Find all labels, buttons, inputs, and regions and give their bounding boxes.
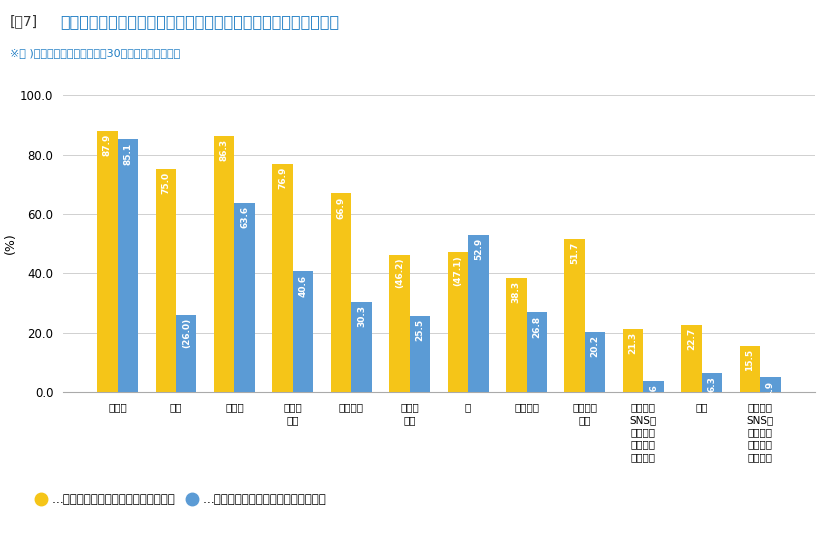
Text: (46.2): (46.2)	[395, 258, 404, 288]
Text: 22.7: 22.7	[687, 328, 696, 350]
Bar	[527, 312, 547, 392]
Text: 4.9: 4.9	[766, 380, 775, 396]
Bar	[176, 315, 197, 392]
Bar	[740, 346, 760, 392]
Text: [図7]: [図7]	[10, 14, 38, 28]
Bar	[410, 316, 430, 392]
Bar	[681, 325, 701, 392]
Text: 15.5: 15.5	[745, 349, 754, 371]
Text: 87.9: 87.9	[102, 134, 112, 156]
Bar	[564, 239, 585, 392]
Text: 52.9: 52.9	[474, 238, 483, 260]
Text: 6.3: 6.3	[707, 376, 717, 392]
Text: (26.0): (26.0)	[181, 318, 191, 348]
Bar	[155, 170, 176, 392]
Text: ※（ )内のスコアは、回答者が30人未満のため参考値: ※（ )内のスコアは、回答者が30人未満のため参考値	[10, 48, 181, 58]
Legend: …デジタルコミュニケーション高頻度, …デジタルコミュニケーション低頻度: …デジタルコミュニケーション高頻度, …デジタルコミュニケーション低頻度	[31, 488, 331, 511]
Text: 85.1: 85.1	[123, 142, 133, 165]
Bar	[506, 278, 527, 392]
Text: (47.1): (47.1)	[454, 255, 462, 286]
Bar	[468, 235, 489, 392]
Text: 40.6: 40.6	[298, 274, 307, 297]
Text: 3.6: 3.6	[649, 384, 658, 400]
Bar	[448, 252, 468, 392]
Bar	[272, 164, 293, 392]
Bar	[585, 332, 606, 392]
Bar	[701, 374, 722, 392]
Bar	[97, 131, 118, 392]
Bar	[331, 193, 351, 392]
Text: 51.7: 51.7	[570, 241, 580, 264]
Text: 75.0: 75.0	[161, 172, 171, 194]
Text: 20.2: 20.2	[591, 335, 600, 357]
Bar	[293, 272, 313, 392]
Text: デジタルコミュニケーション頻度別の相手を身近に感じる親近感: デジタルコミュニケーション頻度別の相手を身近に感じる親近感	[60, 14, 339, 29]
Bar	[214, 136, 234, 392]
Bar	[234, 203, 255, 392]
Bar	[389, 255, 410, 392]
Text: 26.8: 26.8	[533, 315, 541, 338]
Bar	[760, 377, 780, 392]
Y-axis label: (%): (%)	[4, 233, 17, 254]
Bar	[623, 329, 643, 392]
Text: 66.9: 66.9	[337, 197, 345, 218]
Text: 38.3: 38.3	[512, 281, 521, 304]
Bar	[643, 381, 664, 392]
Bar	[351, 302, 372, 392]
Text: 86.3: 86.3	[220, 139, 228, 161]
Text: 63.6: 63.6	[240, 206, 249, 228]
Text: 21.3: 21.3	[628, 332, 638, 354]
Text: 25.5: 25.5	[416, 319, 424, 342]
Text: 76.9: 76.9	[278, 167, 287, 189]
Bar	[118, 139, 138, 392]
Text: 30.3: 30.3	[357, 305, 366, 327]
